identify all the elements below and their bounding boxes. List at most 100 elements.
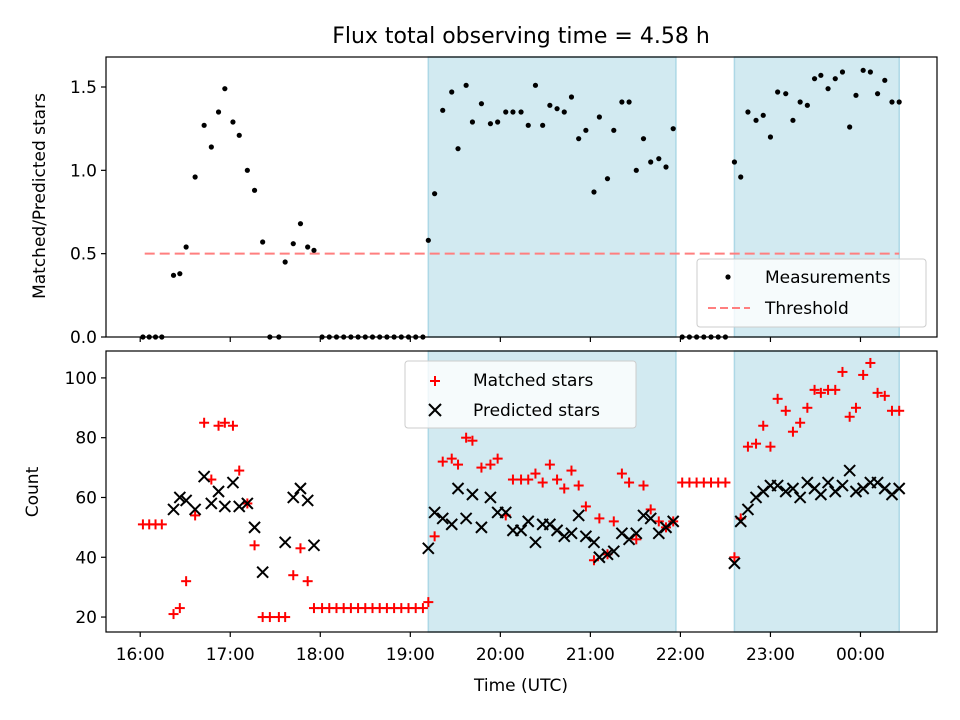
legend-label-predicted: Predicted stars [473, 401, 600, 421]
measurement-point [469, 119, 476, 125]
measurement-point [853, 92, 859, 98]
measurement-point [251, 187, 258, 193]
count-y-ticks: 20 40 60 80 100 [65, 369, 106, 628]
count-legend-box [404, 360, 637, 429]
predicted-star-point [728, 557, 741, 570]
matched-star-point [809, 384, 820, 395]
matched-star-point [638, 480, 649, 491]
predicted-star-point [821, 476, 835, 489]
measurement-point [839, 69, 846, 75]
count-y-axis-label: Count [23, 466, 43, 517]
measurement-point [783, 91, 789, 97]
predicted-star-point [188, 503, 202, 516]
measurement-point [775, 89, 781, 95]
measurement-point [731, 159, 738, 165]
predicted-star-point [248, 521, 261, 534]
legend-label-matched: Matched stars [473, 371, 593, 391]
predicted-star-point [197, 470, 211, 483]
predicted-star-point [466, 488, 479, 501]
measurement-point [648, 159, 654, 165]
predicted-star-point [529, 536, 542, 549]
measurement-point [896, 99, 902, 105]
measurement-point [745, 109, 751, 115]
matched-star-point [645, 504, 656, 515]
measurement-point [282, 259, 288, 265]
measurement-point [177, 271, 183, 277]
predicted-star-point [241, 497, 254, 510]
measurement-point [432, 191, 438, 197]
measurement-point [860, 67, 866, 73]
matched-star-point [594, 513, 605, 524]
measurement-point [449, 89, 455, 95]
matched-star-point [729, 552, 740, 563]
measurement-point [215, 109, 222, 115]
y-tick-label: 0.5 [70, 245, 97, 265]
count-x-ticks: 16:00 17:00 18:00 19:00 20:00 21:00 22:00 23:00… [116, 632, 885, 665]
measurement-point [222, 86, 228, 92]
measurement-point [867, 69, 873, 75]
count-panel: 20 40 60 80 100 16:00 17:00 18:00 19:00 20:00 21:… [23, 350, 938, 696]
x-tick-label: 17:00 [206, 645, 255, 665]
predicted-star-point [451, 482, 465, 495]
predicted-star-point [233, 500, 246, 513]
measurement-point [208, 144, 214, 150]
matched-star-point [485, 459, 496, 470]
measurement-point [633, 167, 639, 173]
x-tick-label: 00:00 [836, 645, 885, 665]
ratio-y-axis-label: Matched/Predicted stars [30, 93, 50, 299]
predicted-star-point [459, 512, 473, 525]
matched-star-point [417, 603, 428, 614]
predicted-star-point [779, 485, 792, 498]
matched-star-point [530, 468, 541, 479]
measurement-point [604, 176, 611, 182]
x-tick-label: 19:00 [386, 645, 435, 665]
matched-star-point [580, 501, 591, 512]
matched-star-point [453, 459, 464, 470]
chart-title: Flux total observing time = 4.58 h [332, 24, 710, 49]
matched-star-point [751, 438, 762, 449]
x-tick-label: 16:00 [116, 645, 165, 665]
measurement-point [760, 112, 766, 118]
y-tick-label: 60 [75, 488, 97, 508]
predicted-star-point [499, 506, 512, 519]
matched-star-point [446, 453, 457, 464]
x-tick-label: 20:00 [476, 645, 525, 665]
matched-star-point [213, 420, 224, 431]
measurement-point [882, 77, 888, 83]
measurement-point [463, 82, 469, 88]
y-tick-label: 1.0 [70, 161, 97, 181]
predicted-star-point [436, 512, 449, 525]
measurement-point [889, 99, 895, 105]
predicted-star-point [587, 536, 601, 549]
predicted-star-point [793, 491, 807, 504]
measurement-point [670, 126, 676, 132]
measurement-point [568, 94, 575, 100]
matched-star-point [758, 420, 769, 431]
measurement-point [440, 107, 446, 113]
measurement-point [201, 122, 207, 128]
matched-star-point [653, 516, 664, 527]
measurement-point [503, 109, 509, 115]
predicted-star-point [301, 494, 314, 507]
y-tick-label: 0.0 [70, 328, 97, 348]
x-tick-label: 18:00 [296, 645, 345, 665]
legend-label-measurements: Measurements [765, 268, 891, 288]
measurement-point [611, 127, 617, 133]
measurement-point [487, 121, 494, 127]
measurement-point [236, 132, 242, 138]
x-tick-label: 22:00 [656, 645, 705, 665]
matched-star-point [181, 576, 192, 587]
ratio-legend-box [696, 258, 927, 328]
matched-star-point [772, 393, 783, 404]
measurement-point [170, 272, 177, 278]
predicted-star-point [836, 479, 849, 492]
predicted-star-point [287, 491, 300, 504]
measurement-point [656, 156, 662, 162]
matched-star-point [227, 420, 238, 431]
matched-star-point [894, 405, 905, 416]
predicted-star-point [771, 479, 784, 492]
predicted-star-point [565, 527, 578, 540]
measurement-point [540, 122, 546, 128]
predicted-star-point [307, 539, 321, 552]
